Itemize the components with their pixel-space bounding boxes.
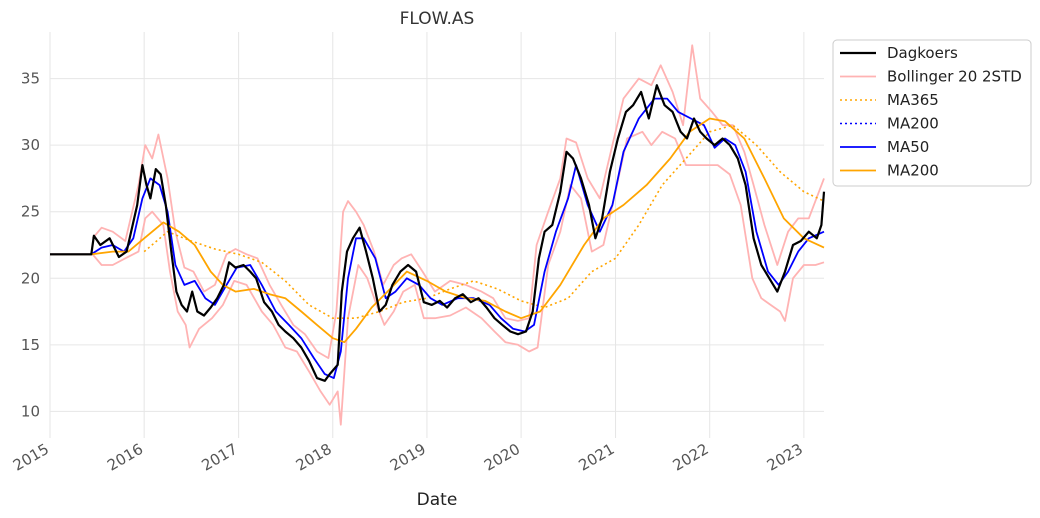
legend-label: MA50 (887, 138, 929, 156)
series-line (91, 130, 825, 426)
series-line (143, 124, 825, 319)
x-tick-label: 2021 (575, 440, 617, 475)
series-line (50, 84, 826, 382)
series-bollinger-20-2std (91, 44, 825, 426)
y-tick-label: 30 (21, 136, 40, 154)
series-layer (50, 44, 826, 426)
series-ma365 (143, 124, 825, 319)
legend-box (832, 39, 1032, 187)
legend-label: MA200 (887, 162, 939, 180)
x-tick-label: 2015 (10, 440, 52, 475)
x-tick-label: 2018 (293, 440, 335, 475)
legend-label: MA365 (887, 91, 939, 109)
y-tick-label: 25 (21, 203, 40, 221)
x-tick-label: 2017 (199, 440, 241, 475)
y-tick-label: 10 (21, 402, 40, 420)
x-tick-label: 2023 (764, 440, 806, 475)
series-ma200 (50, 117, 825, 344)
y-tick-label: 15 (21, 336, 40, 354)
legend-label: Dagkoers (887, 44, 958, 62)
y-tick-label: 35 (21, 70, 40, 88)
y-tick-label: 20 (21, 269, 40, 287)
x-tick-label: 2022 (670, 440, 712, 475)
x-axis-label: Date (417, 490, 458, 510)
x-tick-label: 2016 (104, 440, 146, 475)
legend-label: MA200 (887, 115, 939, 133)
x-tick-label: 2020 (481, 440, 523, 475)
series-line (50, 117, 825, 344)
chart-title: FLOW.AS (400, 9, 475, 29)
series-dagkoers (50, 84, 826, 382)
legend-label: Bollinger 20 2STD (887, 68, 1022, 86)
legend: Dagkoers Bollinger 20 2STD MA365 MA200 MA50 M… (832, 39, 1032, 187)
grid-layer (49, 32, 824, 438)
x-tick-label: 2019 (387, 440, 429, 475)
